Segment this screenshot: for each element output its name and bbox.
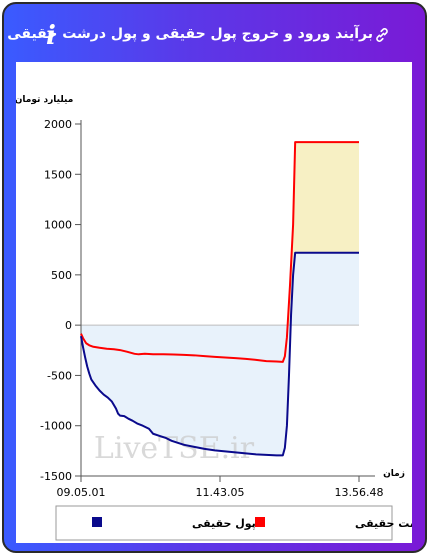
- y-tick-label: 1000: [44, 219, 72, 232]
- series-line-2: [80, 251, 359, 457]
- legend-swatch-2: [92, 517, 102, 527]
- legend-swatch-1: [255, 517, 265, 527]
- x-tick-label: 09.05.01: [57, 486, 106, 499]
- chart-svg: 2000 1500 1000 500 0 -500 -1000 -1500 09.05.01 11…: [16, 95, 412, 541]
- x-axis-title: زمان: [383, 469, 405, 479]
- watermark-text: LiveTSE.ir: [94, 431, 255, 466]
- legend: پول درشت حقیقی پول حقیقی: [55, 505, 412, 541]
- y-tick-label: 0: [65, 319, 72, 332]
- series-area-2: [81, 252, 359, 456]
- y-tick-label: -500: [47, 369, 72, 382]
- y-tick-label: 500: [51, 269, 72, 282]
- legend-label-1: پول درشت حقیقی: [355, 517, 412, 530]
- x-tick-label: 13.56.48: [335, 486, 384, 499]
- chart-title: برآیند ورود و خروج پول حقیقی و پول درشت …: [4, 26, 373, 42]
- legend-label-2: پول حقیقی: [192, 517, 256, 530]
- chart-card: برآیند ورود و خروج پول حقیقی و پول درشت …: [2, 2, 427, 553]
- y-tick-label: 1500: [44, 168, 72, 181]
- y-tick-label: -1000: [40, 420, 72, 433]
- legend-frame: [55, 505, 393, 541]
- info-icon[interactable]: i: [46, 21, 56, 51]
- x-tick-label: 11.43.05: [196, 486, 245, 499]
- y-axis-title: میلیارد تومان: [16, 95, 73, 105]
- y-tick-label: 2000: [44, 118, 72, 131]
- chart-panel: 2000 1500 1000 500 0 -500 -1000 -1500 09.05.01 11…: [16, 62, 412, 543]
- y-tick-label: -1500: [40, 470, 72, 483]
- link-icon[interactable]: [373, 26, 391, 44]
- series-line-1: [80, 141, 359, 363]
- card-header: برآیند ورود و خروج پول حقیقی و پول درشت …: [4, 4, 425, 62]
